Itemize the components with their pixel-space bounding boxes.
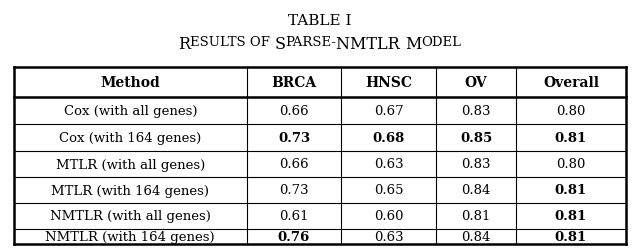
- Text: MTLR (with all genes): MTLR (with all genes): [56, 158, 205, 171]
- Text: 0.63: 0.63: [374, 158, 404, 171]
- Text: NMTLR (with 164 genes): NMTLR (with 164 genes): [45, 230, 215, 243]
- Text: 0.83: 0.83: [461, 105, 491, 117]
- Text: 0.81: 0.81: [555, 210, 587, 223]
- Text: S: S: [275, 36, 285, 53]
- Text: PARSE-: PARSE-: [285, 36, 337, 49]
- Text: 0.65: 0.65: [374, 184, 404, 197]
- Text: MTLR (with 164 genes): MTLR (with 164 genes): [51, 184, 209, 197]
- Text: ESULTS OF: ESULTS OF: [190, 36, 275, 49]
- Text: Method: Method: [100, 76, 160, 90]
- Text: OV: OV: [465, 76, 488, 90]
- Text: 0.81: 0.81: [555, 230, 587, 243]
- Text: HNSC: HNSC: [365, 76, 412, 90]
- Text: 0.80: 0.80: [556, 105, 586, 117]
- Text: NMTLR (with all genes): NMTLR (with all genes): [50, 210, 211, 223]
- Text: Cox (with 164 genes): Cox (with 164 genes): [59, 132, 202, 144]
- Text: Cox (with all genes): Cox (with all genes): [63, 105, 197, 117]
- Text: 0.61: 0.61: [279, 210, 308, 223]
- Text: 0.81: 0.81: [555, 184, 587, 197]
- Text: ODEL: ODEL: [422, 36, 461, 49]
- Text: 0.80: 0.80: [556, 158, 586, 171]
- Text: NMTLR: NMTLR: [337, 36, 405, 53]
- Text: 0.84: 0.84: [461, 230, 491, 243]
- Text: 0.63: 0.63: [374, 230, 404, 243]
- Text: 0.83: 0.83: [461, 158, 491, 171]
- Text: 0.66: 0.66: [279, 158, 309, 171]
- Text: 0.85: 0.85: [460, 132, 492, 144]
- Text: 0.76: 0.76: [278, 230, 310, 243]
- Text: 0.60: 0.60: [374, 210, 404, 223]
- Text: 0.81: 0.81: [461, 210, 491, 223]
- Text: TABLE I: TABLE I: [288, 14, 352, 28]
- Text: M: M: [405, 36, 422, 53]
- Text: 0.73: 0.73: [278, 132, 310, 144]
- Text: 0.73: 0.73: [279, 184, 309, 197]
- Text: Overall: Overall: [543, 76, 599, 90]
- Text: R: R: [179, 36, 190, 53]
- Text: 0.66: 0.66: [279, 105, 309, 117]
- Text: BRCA: BRCA: [271, 76, 317, 90]
- Text: 0.67: 0.67: [374, 105, 404, 117]
- Text: 0.68: 0.68: [372, 132, 405, 144]
- Text: 0.81: 0.81: [555, 132, 587, 144]
- Text: 0.84: 0.84: [461, 184, 491, 197]
